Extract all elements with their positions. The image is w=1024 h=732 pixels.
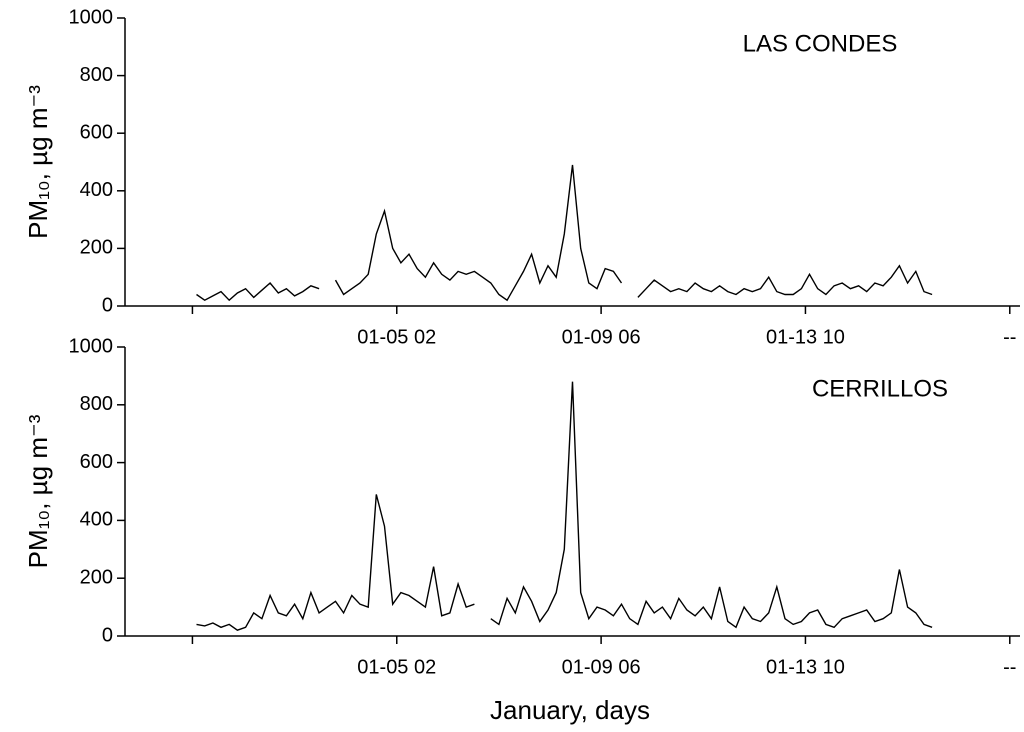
y-tick-label: 200 [80, 237, 113, 259]
annotation: CERRILLOS [812, 375, 948, 402]
y-tick-label: 600 [80, 121, 113, 143]
y-tick-label: 0 [102, 294, 113, 316]
x-tick-label: 01-05 02 [357, 326, 436, 348]
y-axis-label: PM₁₀, µg m⁻³ [23, 414, 53, 568]
data-line [196, 381, 933, 631]
x-tick-label: 01-05 02 [357, 656, 436, 678]
y-tick-label: 1000 [69, 6, 114, 28]
y-tick-label: 400 [80, 179, 113, 201]
y-tick-label: 800 [80, 393, 113, 415]
x-tick-label: -- [1003, 656, 1016, 678]
y-tick-label: 1000 [69, 335, 114, 357]
x-tick-label: 01-13 10 [766, 326, 845, 348]
y-axis-label: PM₁₀, µg m⁻³ [23, 85, 53, 239]
x-tick-label: 01-13 10 [766, 656, 845, 678]
x-axis-label: January, days [490, 695, 650, 725]
x-tick-label: 01-09 06 [562, 326, 641, 348]
y-tick-label: 800 [80, 64, 113, 86]
y-tick-label: 200 [80, 566, 113, 588]
data-line [196, 164, 933, 302]
y-tick-label: 0 [102, 624, 113, 646]
annotation: LAS CONDES [743, 30, 898, 57]
x-tick-label: 01-09 06 [562, 656, 641, 678]
y-tick-label: 400 [80, 509, 113, 531]
x-tick-label: -- [1003, 326, 1016, 348]
y-tick-label: 600 [80, 451, 113, 473]
